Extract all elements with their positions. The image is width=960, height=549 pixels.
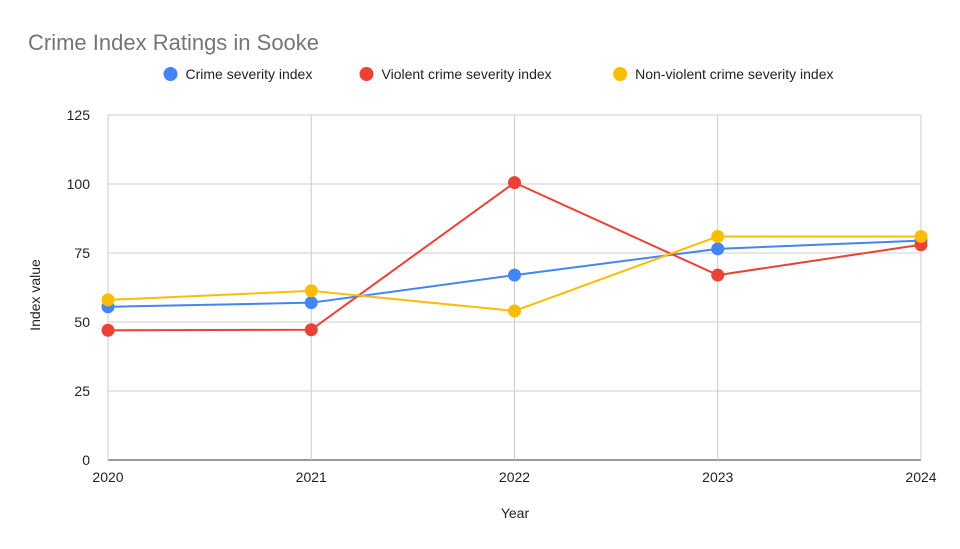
legend-marker <box>613 67 628 81</box>
data-point-crime-severity-index[interactable] <box>304 296 318 310</box>
x-axis-title: Year <box>501 505 530 521</box>
data-point-violent-crime-severity-index[interactable] <box>711 268 725 282</box>
y-axis-title: Index value <box>27 259 43 331</box>
data-point-non-violent-crime-severity-index[interactable] <box>508 304 521 318</box>
x-tick-label: 2024 <box>905 469 936 485</box>
y-tick-label: 125 <box>67 107 91 123</box>
y-tick-label: 50 <box>74 314 90 330</box>
legend-label: Crime severity index <box>186 66 313 82</box>
data-point-non-violent-crime-severity-index[interactable] <box>101 293 115 307</box>
data-point-violent-crime-severity-index[interactable] <box>304 323 318 337</box>
y-tick-label: 75 <box>74 245 90 261</box>
y-tick-label: 100 <box>67 176 91 192</box>
gridlines <box>107 114 922 461</box>
data-point-non-violent-crime-severity-index[interactable] <box>304 284 318 298</box>
legend-item-crime-severity-index[interactable]: Crime severity index <box>163 66 313 82</box>
data-point-crime-severity-index[interactable] <box>508 268 521 282</box>
legend-item-non-violent-crime-severity-index[interactable]: Non-violent crime severity index <box>613 66 834 82</box>
y-axis-ticks: 0 25 50 75 100 125 <box>67 107 91 468</box>
data-point-non-violent-crime-severity-index[interactable] <box>711 229 725 243</box>
data-point-non-violent-crime-severity-index[interactable] <box>914 229 928 243</box>
legend-marker <box>359 67 374 81</box>
y-tick-label: 25 <box>74 383 90 399</box>
chart-title: Crime Index Ratings in Sooke <box>28 30 319 55</box>
legend-label: Violent crime severity index <box>382 66 552 82</box>
legend: Crime severity index Violent crime severi… <box>163 66 834 82</box>
legend-label: Non-violent crime severity index <box>635 66 833 82</box>
y-tick-label: 0 <box>82 452 90 468</box>
x-tick-label: 2021 <box>296 469 327 485</box>
data-point-violent-crime-severity-index[interactable] <box>101 323 115 337</box>
series-points <box>101 176 928 337</box>
legend-marker <box>163 67 178 81</box>
x-tick-label: 2023 <box>702 469 733 485</box>
legend-item-violent-crime-severity-index[interactable]: Violent crime severity index <box>359 66 552 82</box>
x-tick-label: 2020 <box>92 469 123 485</box>
x-axis-ticks: 2020 2021 2022 2023 2024 <box>92 469 936 485</box>
x-tick-label: 2022 <box>499 469 530 485</box>
data-point-crime-severity-index[interactable] <box>711 242 725 256</box>
data-point-violent-crime-severity-index[interactable] <box>508 176 521 190</box>
